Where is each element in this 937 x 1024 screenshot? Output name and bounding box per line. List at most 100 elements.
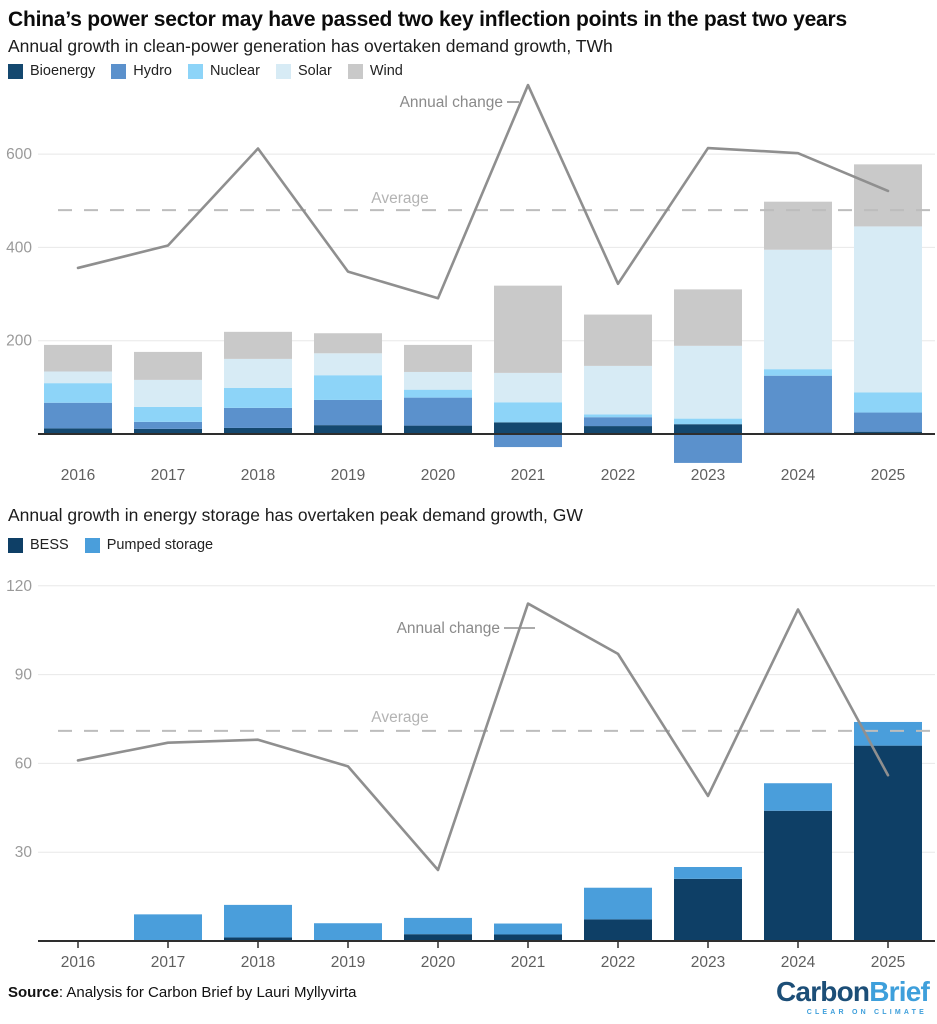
legend-label: Hydro	[133, 63, 172, 79]
y-axis-label: 90	[15, 667, 33, 684]
carbonbrief-logo: CarbonBrief CLEAR ON CLIMATE	[776, 976, 930, 1017]
source-text: : Analysis for Carbon Brief by Lauri Myl…	[58, 984, 357, 1001]
bar-segment-nuclear-2018	[224, 387, 292, 408]
bar-segment-nuclear-2019	[314, 375, 382, 400]
legend-item-bess: BESS	[8, 537, 69, 553]
bar-segment-bess-2022	[584, 919, 652, 941]
legend-swatch-icon	[347, 63, 363, 79]
legend-label: Bioenergy	[30, 63, 96, 79]
bar-segment-pumped-storage-2025	[854, 721, 922, 746]
chart1-subtitle: Annual growth in clean-power generation …	[8, 36, 613, 56]
bar-segment-bioenergy-2021	[494, 422, 562, 434]
x-axis-label-2018: 2018	[241, 954, 275, 971]
legend-label: Pumped storage	[106, 537, 214, 553]
bar-segment-solar-2017	[134, 379, 202, 407]
legend-swatch-icon	[8, 537, 23, 553]
legend-item-bioenergy: Bioenergy	[8, 63, 95, 79]
bar-segment-solar-2024	[764, 249, 832, 370]
bar-segment-wind-2022	[584, 314, 652, 366]
bar-segment-bioenergy-2020	[404, 425, 472, 434]
legend-label: BESS	[30, 537, 69, 553]
bar-segment-bess-2023	[674, 878, 742, 941]
bar-segment-wind-2017	[134, 351, 202, 380]
bar-segment-hydro-2016	[44, 402, 112, 429]
bar-segment-wind-2020	[404, 344, 472, 372]
x-axis-label-2020: 2020	[421, 954, 456, 971]
x-axis-label-2016: 2016	[61, 467, 95, 484]
bar-segment-bioenergy-2016	[44, 428, 112, 434]
legend-swatch-icon	[111, 63, 127, 79]
x-axis-label-2025: 2025	[871, 954, 905, 971]
x-axis-label-2022: 2022	[601, 467, 635, 484]
y-axis-label: 200	[6, 333, 32, 350]
legend-label: Wind	[369, 63, 403, 79]
average-label: Average	[371, 709, 428, 726]
y-axis-label: 120	[6, 578, 32, 595]
legend-label: Nuclear	[209, 63, 260, 79]
bar-segment-hydro-2025	[854, 412, 922, 432]
x-axis-label-2019: 2019	[331, 954, 365, 971]
x-axis-label-2021: 2021	[511, 954, 545, 971]
bar-segment-solar-2021	[494, 372, 562, 403]
legend-label: Solar	[297, 63, 332, 79]
source-label: Source	[8, 984, 59, 1001]
bar-segment-nuclear-2024	[764, 369, 832, 376]
x-axis-label-2022: 2022	[601, 954, 635, 971]
bar-segment-bioenergy-2025	[854, 431, 922, 434]
y-axis-label: 400	[6, 239, 32, 256]
chart2-subtitle: Annual growth in energy storage has over…	[8, 505, 583, 525]
bar-segment-bioenergy-2017	[134, 428, 202, 434]
bar-segment-pumped-storage-2019	[314, 923, 382, 941]
bar-segment-bioenergy-2019	[314, 425, 382, 434]
bar-segment-nuclear-2022	[584, 414, 652, 418]
bar-segment-wind-2019	[314, 333, 382, 354]
bar-segment-bess-2024	[764, 810, 832, 941]
bar-segment-nuclear-2025	[854, 392, 922, 413]
bar-segment-bioenergy-2022	[584, 426, 652, 434]
x-axis-label-2017: 2017	[151, 467, 185, 484]
bar-segment-wind-2018	[224, 331, 292, 359]
logo-carbon-text: Carbon	[776, 976, 870, 1007]
annual-change-line	[76, 83, 890, 300]
bar-segment-bess-2020	[404, 934, 472, 941]
logo-tagline: CLEAR ON CLIMATE	[806, 1009, 927, 1016]
legend-item-hydro: Hydro	[111, 63, 172, 79]
bar-segment-solar-2019	[314, 353, 382, 376]
chart1-legend: Bioenergy Hydro Nuclear Solar Wind	[8, 63, 403, 79]
annual-change-label: Annual change	[400, 94, 503, 111]
bar-segment-pumped-storage-2017	[134, 914, 202, 941]
energy-storage-chart: 30 60 90 120 Average Annual change 2016 2017 201…	[6, 578, 935, 971]
page-title: China’s power sector may have passed two…	[8, 8, 847, 31]
annual-change-label: Annual change	[397, 620, 500, 637]
logo-brief-text: Brief	[869, 976, 930, 1007]
bar-segment-hydro-2022	[584, 417, 652, 427]
x-axis-label-2024: 2024	[781, 467, 816, 484]
bar-segment-hydro-2020	[404, 397, 472, 426]
bar-segment-pumped-storage-2020	[404, 917, 472, 935]
source-note: Source: Analysis for Carbon Brief by Lau…	[8, 984, 356, 1001]
bar-segment-wind-2025	[854, 164, 922, 227]
logo-wordmark: CarbonBrief	[776, 976, 930, 1007]
bar-segment-wind-2023	[674, 289, 742, 346]
x-axis-label-2025: 2025	[871, 467, 905, 484]
x-axis-label-2018: 2018	[241, 467, 275, 484]
bar-segment-solar-2022	[584, 365, 652, 415]
y-axis-label: 30	[15, 844, 33, 861]
bar-segment-bioenergy-2018	[224, 427, 292, 434]
bar-segment-hydro-2023	[674, 434, 742, 463]
bar-segment-nuclear-2023	[674, 418, 742, 425]
bar-segment-pumped-storage-2023	[674, 867, 742, 879]
bar-segment-solar-2018	[224, 358, 292, 388]
bar-segment-pumped-storage-2021	[494, 923, 562, 935]
bar-segment-nuclear-2020	[404, 389, 472, 398]
bar-segment-pumped-storage-2018	[224, 904, 292, 938]
bar-segment-bess-2025	[854, 745, 922, 941]
bar-segment-hydro-2017	[134, 421, 202, 429]
y-axis-label: 600	[6, 146, 32, 163]
clean-power-generation-chart: 200 400 600 Average Annual change 2016 2017 201…	[6, 83, 935, 484]
x-axis-label-2024: 2024	[781, 954, 816, 971]
x-axis-label-2021: 2021	[511, 467, 545, 484]
bar-segment-bess-2018	[224, 937, 292, 941]
legend-swatch-icon	[187, 63, 203, 79]
